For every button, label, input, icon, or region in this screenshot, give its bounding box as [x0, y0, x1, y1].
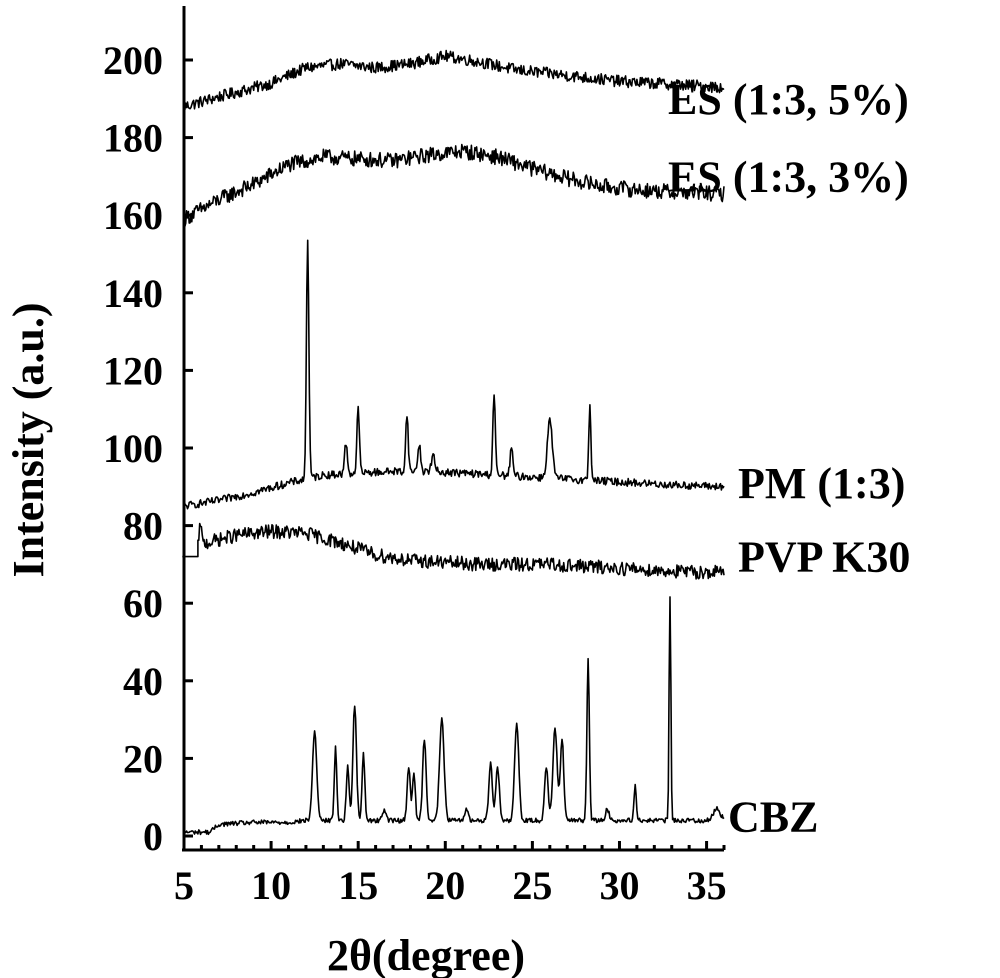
series-label-4: CBZ	[728, 793, 818, 842]
x-tick-label: 5	[174, 863, 194, 908]
x-tick-label: 25	[512, 863, 552, 908]
x-tick-label: 35	[687, 863, 727, 908]
axes	[182, 6, 724, 852]
y-tick-label: 160	[103, 193, 163, 238]
y-tick-label: 120	[103, 348, 163, 393]
y-tick-label: 80	[123, 504, 163, 549]
series-trace-2	[183, 239, 725, 510]
y-tick-label: 180	[103, 116, 163, 161]
x-tick-label: 30	[599, 863, 639, 908]
y-tick-label: 200	[103, 38, 163, 83]
y-tick-label: 140	[103, 271, 163, 316]
x-axis-title: 2θ(degree)	[327, 931, 525, 978]
x-tick-label: 15	[338, 863, 378, 908]
series-trace-4	[183, 596, 725, 836]
x-tick-label: 20	[425, 863, 465, 908]
series-trace-3	[182, 522, 725, 580]
y-tick-label: 0	[143, 814, 163, 859]
series-label-2: PM (1:3)	[738, 459, 905, 508]
x-tick-label: 10	[251, 863, 291, 908]
y-tick-label: 60	[123, 581, 163, 626]
series-label-1: ES (1:3, 3%)	[668, 152, 909, 201]
y-tick-label: 100	[103, 426, 163, 471]
y-tick-label: 40	[123, 659, 163, 704]
y-ticks: 0 20 40 60 80 100 120 140 160 180 200	[103, 38, 193, 859]
series-trace-0	[183, 49, 725, 111]
x-ticks: 5 10 15 20 25 30 35	[174, 841, 727, 908]
y-tick-label: 20	[123, 736, 163, 781]
series-traces	[182, 49, 725, 836]
series-label-3: PVP K30	[738, 533, 910, 582]
series-label-0: ES (1:3, 5%)	[668, 75, 909, 124]
y-axis-title: Intensity (a.u.)	[4, 302, 53, 577]
series-labels: ES (1:3, 5%) ES (1:3, 3%) PM (1:3) PVP K30 C…	[668, 75, 910, 842]
series-trace-1	[183, 143, 725, 228]
